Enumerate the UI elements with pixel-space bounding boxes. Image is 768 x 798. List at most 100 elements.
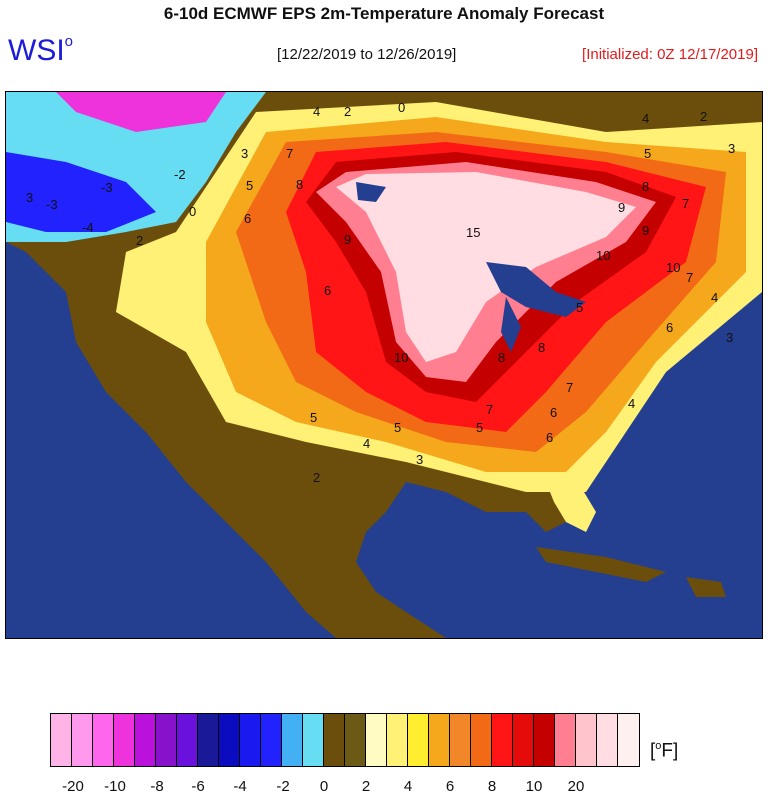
colorbar-swatch [282, 714, 303, 766]
contour-label: 4 [313, 104, 320, 119]
contour-label: 7 [682, 196, 689, 211]
colorbar-swatch [534, 714, 555, 766]
contour-label: 8 [296, 177, 303, 192]
colorbar-tick-label: 8 [487, 778, 497, 795]
colorbar-tick-label: 20 [567, 778, 585, 795]
initialized-label: [Initialized: 0Z 12/17/2019] [582, 46, 758, 63]
colorbar-tick-label: -4 [233, 778, 247, 795]
contour-label: 6 [666, 320, 673, 335]
contour-label: 7 [486, 402, 493, 417]
contour-label: 5 [644, 146, 651, 161]
contour-labels: 4 2 0 3 5 7 6 8 9 15 10 9 8 7 6 5 4 3 2 … [26, 100, 735, 485]
contour-label: -4 [82, 220, 94, 235]
contour-label: 15 [466, 225, 480, 240]
colorbar-swatch [93, 714, 114, 766]
page-title: 6-10d ECMWF EPS 2m-Temperature Anomaly F… [163, 4, 605, 23]
colorbar-swatch [492, 714, 513, 766]
colorbar-swatch [387, 714, 408, 766]
contour-label: 5 [576, 300, 583, 315]
contour-label: 5 [310, 410, 317, 425]
contour-label: 4 [363, 436, 370, 451]
contour-label: 10 [394, 350, 408, 365]
contour-label: 3 [726, 330, 733, 345]
contour-label: 9 [618, 200, 625, 215]
colorbar-swatch [219, 714, 240, 766]
colorbar-swatch [177, 714, 198, 766]
colorbar-swatch [240, 714, 261, 766]
contour-label: 10 [596, 248, 610, 263]
cold-core-nw [56, 92, 226, 132]
logo-mark: o [64, 33, 74, 50]
contour-label: 6 [550, 405, 557, 420]
colorbar-swatch [513, 714, 534, 766]
contour-label: 2 [700, 109, 707, 124]
contour-label: 8 [498, 350, 505, 365]
colorbar-swatch [471, 714, 492, 766]
unit-degree: o [655, 740, 662, 752]
warm-core [336, 172, 636, 362]
colorbar-swatch [198, 714, 219, 766]
colorbar-swatch [114, 714, 135, 766]
colorbar-swatch [51, 714, 72, 766]
anomaly-map: 4 2 0 3 5 7 6 8 9 15 10 9 8 7 6 5 4 3 2 … [5, 91, 763, 639]
contour-label: 9 [642, 223, 649, 238]
contour-label: 3 [241, 146, 248, 161]
hispaniola [686, 577, 726, 597]
colorbar-swatch [324, 714, 345, 766]
contour-label: 7 [286, 146, 293, 161]
contour-label: 4 [642, 111, 649, 126]
unit-label: [oF] [650, 740, 679, 762]
colorbar-tick-label: -6 [191, 778, 205, 795]
colorbar-swatch [72, 714, 93, 766]
date-range: [12/22/2019 to 12/26/2019] [277, 46, 457, 63]
contour-label: 6 [324, 283, 331, 298]
colorbar-swatch [408, 714, 429, 766]
colorbar-tick-label: -2 [276, 778, 290, 795]
logo-text: WSI [8, 34, 65, 67]
contour-label: 10 [666, 260, 680, 275]
colorbar-swatch [618, 714, 639, 766]
contour-label: 4 [711, 290, 718, 305]
colorbar-tick-label: -10 [104, 778, 126, 795]
colorbar-swatch [366, 714, 387, 766]
unit-letter: F [661, 740, 674, 762]
contour-label: 8 [642, 179, 649, 194]
contour-label: 6 [244, 211, 251, 226]
colorbar-tick-label: 0 [319, 778, 329, 795]
contour-label: -2 [174, 167, 186, 182]
colorbar-swatch [345, 714, 366, 766]
contour-label: 5 [394, 420, 401, 435]
colorbar-swatch [450, 714, 471, 766]
contour-label: 7 [566, 380, 573, 395]
colorbar-swatch [429, 714, 450, 766]
wsi-logo: WSIo [8, 33, 74, 68]
colorbar-tick-label: 6 [445, 778, 455, 795]
contour-label: 3 [416, 452, 423, 467]
contour-label: 2 [136, 233, 143, 248]
colorbar-swatch [555, 714, 576, 766]
contour-label: 9 [344, 232, 351, 247]
colorbar-swatch [576, 714, 597, 766]
contour-label: -3 [46, 197, 58, 212]
contour-label: 6 [546, 430, 553, 445]
colorbar-tick-label: -8 [150, 778, 164, 795]
contour-label: 3 [26, 190, 33, 205]
colorbar-tick-label: -20 [62, 778, 84, 795]
colorbar-swatch [135, 714, 156, 766]
contour-label: 4 [628, 396, 635, 411]
contour-label: -3 [101, 180, 113, 195]
colorbar-tick-label: 4 [403, 778, 413, 795]
contour-label: 0 [189, 204, 196, 219]
contour-label: 3 [728, 141, 735, 156]
contour-label: 5 [246, 178, 253, 193]
cuba [536, 547, 666, 582]
colorbar-swatch [303, 714, 324, 766]
colorbar-tick-label: 2 [361, 778, 371, 795]
contour-label: 5 [476, 420, 483, 435]
colder-region-nw [6, 152, 156, 232]
florida [546, 482, 596, 532]
colorbar [50, 713, 640, 767]
colorbar-swatch [261, 714, 282, 766]
colorbar-tick-label: 10 [525, 778, 543, 795]
colorbar-swatch [597, 714, 618, 766]
